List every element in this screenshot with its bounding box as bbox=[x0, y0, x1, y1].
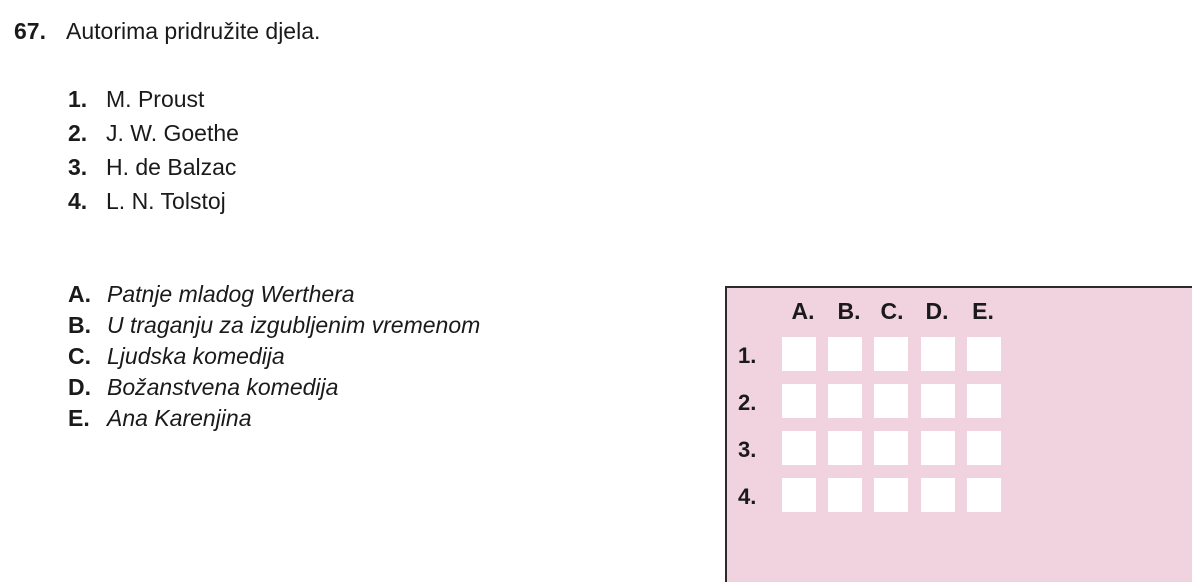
author-item: 3. H. de Balzac bbox=[68, 152, 239, 186]
work-item: A. Patnje mladog Werthera bbox=[68, 280, 480, 311]
answer-grid: A. B. C. D. E. 1. 2. 3. 4. bbox=[725, 286, 1192, 582]
work-marker: D. bbox=[68, 374, 91, 400]
work-item: D. Božanstvena komedija bbox=[68, 373, 480, 404]
answer-cell-3c[interactable] bbox=[874, 431, 908, 465]
work-title: Ana Karenjina bbox=[107, 405, 252, 431]
work-title: Patnje mladog Werthera bbox=[107, 281, 355, 307]
answer-cell-3b[interactable] bbox=[828, 431, 862, 465]
work-marker: C. bbox=[68, 343, 91, 369]
author-name: H. de Balzac bbox=[106, 154, 237, 180]
author-marker: 1. bbox=[68, 86, 88, 112]
work-title: Božanstvena komedija bbox=[107, 374, 339, 400]
work-marker: B. bbox=[68, 312, 91, 338]
column-label-a: A. bbox=[791, 298, 815, 324]
answer-cell-1b[interactable] bbox=[828, 337, 862, 371]
answer-cell-3a[interactable] bbox=[782, 431, 816, 465]
column-label-e: E. bbox=[972, 298, 994, 324]
question: 67. Autorima pridružite djela. bbox=[14, 18, 320, 45]
author-item: 2. J. W. Goethe bbox=[68, 118, 239, 152]
column-label-b: B. bbox=[837, 298, 861, 324]
author-marker: 2. bbox=[68, 120, 88, 146]
question-number: 67. bbox=[14, 18, 46, 44]
answer-cell-1d[interactable] bbox=[921, 337, 955, 371]
work-item: B. U traganju za izgubljenim vremenom bbox=[68, 311, 480, 342]
row-label-3: 3. bbox=[738, 437, 757, 462]
answer-cell-4a[interactable] bbox=[782, 478, 816, 512]
author-marker: 4. bbox=[68, 188, 88, 214]
work-title: U traganju za izgubljenim vremenom bbox=[107, 312, 481, 338]
question-text: Autorima pridružite djela. bbox=[66, 18, 321, 44]
answer-cell-2c[interactable] bbox=[874, 384, 908, 418]
answer-cell-4c[interactable] bbox=[874, 478, 908, 512]
work-title: Ljudska komedija bbox=[107, 343, 285, 369]
work-item: E. Ana Karenjina bbox=[68, 404, 480, 435]
author-name: J. W. Goethe bbox=[106, 120, 239, 146]
work-list: A. Patnje mladog Werthera B. U traganju za… bbox=[68, 280, 480, 435]
author-marker: 3. bbox=[68, 154, 88, 180]
answer-cell-1a[interactable] bbox=[782, 337, 816, 371]
row-label-1: 1. bbox=[738, 343, 757, 368]
column-label-d: D. bbox=[925, 298, 949, 324]
answer-cell-2b[interactable] bbox=[828, 384, 862, 418]
answer-cell-4d[interactable] bbox=[921, 478, 955, 512]
answer-cell-4e[interactable] bbox=[967, 478, 1001, 512]
work-item: C. Ljudska komedija bbox=[68, 342, 480, 373]
answer-cell-4b[interactable] bbox=[828, 478, 862, 512]
author-name: M. Proust bbox=[106, 86, 205, 112]
answer-cell-3e[interactable] bbox=[967, 431, 1001, 465]
row-label-2: 2. bbox=[738, 390, 757, 415]
column-label-c: C. bbox=[880, 298, 904, 324]
answer-cell-2d[interactable] bbox=[921, 384, 955, 418]
answer-cell-2a[interactable] bbox=[782, 384, 816, 418]
answer-cell-3d[interactable] bbox=[921, 431, 955, 465]
answer-cell-2e[interactable] bbox=[967, 384, 1001, 418]
row-label-4: 4. bbox=[738, 484, 757, 509]
answer-cell-1e[interactable] bbox=[967, 337, 1001, 371]
work-marker: A. bbox=[68, 281, 91, 307]
author-list: 1. M. Proust 2. J. W. Goethe 3. H. de Balza… bbox=[68, 84, 239, 220]
author-item: 1. M. Proust bbox=[68, 84, 239, 118]
author-item: 4. L. N. Tolstoj bbox=[68, 186, 239, 220]
answer-cell-1c[interactable] bbox=[874, 337, 908, 371]
work-marker: E. bbox=[68, 405, 90, 431]
author-name: L. N. Tolstoj bbox=[106, 188, 226, 214]
